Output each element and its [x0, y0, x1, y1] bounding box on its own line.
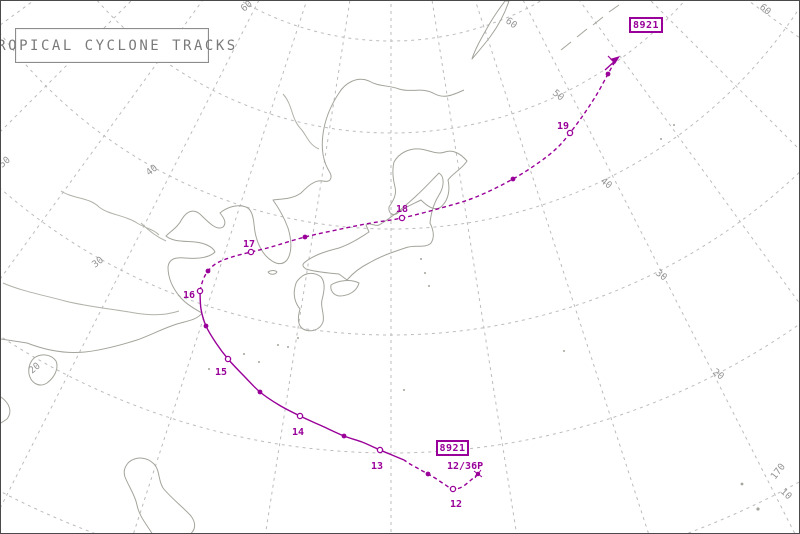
island-jeju — [267, 270, 278, 275]
island-shikoku — [330, 280, 360, 297]
grid-label: 60 — [757, 2, 773, 18]
meridian-line — [522, 1, 796, 533]
track-point-open — [376, 446, 384, 454]
track-point-filled — [425, 471, 431, 477]
grid-label: 170 — [769, 461, 788, 482]
meridian-line — [265, 1, 351, 533]
grid-label: 60 — [503, 16, 519, 32]
grid-label: 40 — [144, 162, 160, 178]
grid-label: 30 — [90, 254, 106, 270]
storm-id-label-track: 8921 — [436, 440, 469, 456]
small-islets — [208, 124, 760, 511]
grid-label: 50 — [1, 154, 13, 170]
track-point-open — [247, 248, 255, 256]
track-day-label: 16 — [183, 290, 195, 301]
cyclone-track — [196, 55, 620, 493]
track-point-open — [398, 214, 406, 222]
track-day-label: 18 — [396, 204, 408, 215]
grid-label: 20 — [710, 367, 726, 383]
island-taiwan — [28, 354, 58, 386]
track-day-label: 19 — [557, 121, 569, 132]
parallel-line — [1, 323, 799, 454]
island-hokkaido — [388, 148, 468, 215]
track-point-open — [224, 355, 232, 363]
track-point-open — [449, 485, 457, 493]
meridian-line — [579, 1, 799, 304]
genesis-marker — [473, 469, 483, 479]
track-point-filled — [341, 433, 347, 439]
track-day-labels: 12/36P 12 13 14 15 16 17 18 19 — [183, 121, 569, 510]
meridian-line — [650, 1, 799, 150]
meridian-line — [133, 1, 308, 533]
kuril-islands — [560, 4, 620, 51]
track-point-filled — [205, 268, 211, 274]
track-day-label: 13 — [371, 461, 383, 472]
meridian-line — [474, 1, 649, 533]
coastlines — [1, 1, 760, 533]
coastline-south-china — [1, 396, 11, 424]
track-end-arrow — [604, 55, 620, 71]
track-point-filled — [203, 323, 209, 329]
grid-label: 10 — [778, 486, 794, 502]
map-title-box: TROPICAL CYCLONE TRACKS — [1, 28, 235, 63]
track-segment-solid — [199, 290, 405, 461]
island-kyushu — [293, 272, 325, 332]
storm-id-label-top: 8921 — [629, 17, 663, 33]
grid-label: 40 — [598, 176, 614, 192]
track-point-filled — [302, 234, 308, 240]
track-day-label: 15 — [215, 367, 227, 378]
meridian-line — [431, 1, 517, 533]
meridian-line — [1, 1, 203, 279]
coastline-asia-mainland — [1, 78, 465, 353]
track-day-label: 12/36P — [447, 461, 483, 472]
track-point-open — [566, 129, 574, 137]
track-point-filled — [605, 71, 611, 77]
rivers — [2, 93, 320, 316]
island-luzon — [123, 457, 196, 533]
track-day-label: 12 — [450, 499, 462, 510]
track-day-label: 14 — [292, 427, 304, 438]
island-sakhalin — [471, 1, 510, 60]
map-title: TROPICAL CYCLONE TRACKS — [0, 37, 238, 54]
track-point-open — [296, 412, 304, 420]
meridian-line — [1, 1, 260, 508]
parallel-line — [97, 1, 685, 134]
track-point-filled — [257, 389, 263, 395]
track-point-filled — [510, 176, 516, 182]
meridian-line — [1, 1, 132, 132]
island-honshu — [302, 172, 444, 281]
track-segment-dashed — [403, 459, 479, 490]
grid-label: 60 — [239, 1, 255, 14]
track-day-label: 17 — [243, 239, 255, 250]
track-point-open — [196, 287, 204, 295]
meridian-line — [748, 1, 799, 39]
grid-label: 50 — [550, 88, 566, 104]
